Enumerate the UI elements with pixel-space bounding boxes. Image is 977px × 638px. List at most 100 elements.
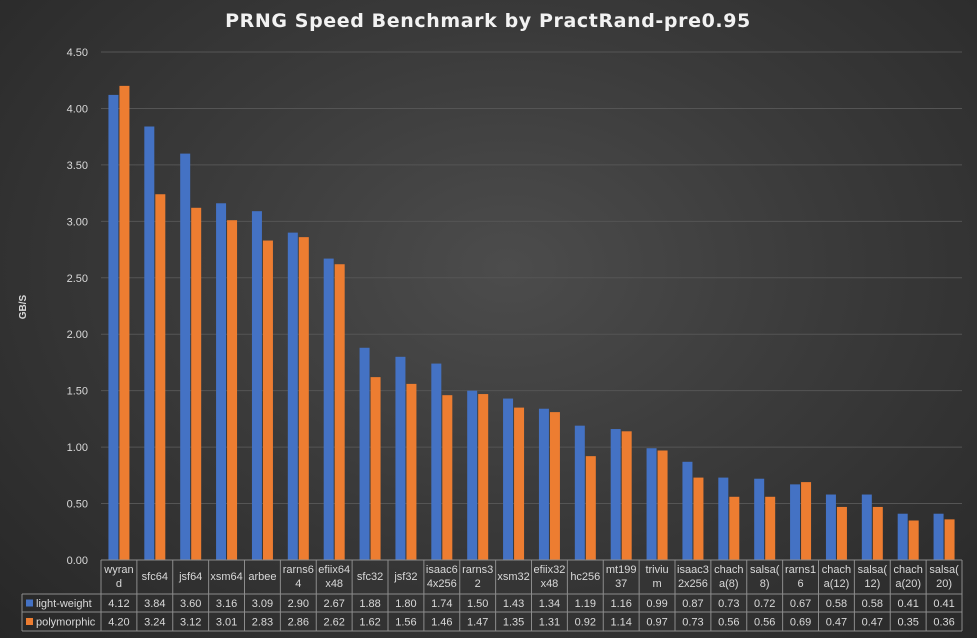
data-label-light-weight: 1.74: [431, 598, 452, 610]
data-label-light-weight: 1.88: [359, 598, 380, 610]
category-label: 2x256: [678, 578, 708, 590]
gridlines: [101, 51, 962, 505]
bar-polymorphic: [908, 520, 919, 560]
category-label: chach: [714, 564, 743, 576]
data-label-light-weight: 0.72: [754, 598, 775, 610]
y-tick-label: 4.00: [67, 103, 88, 115]
y-tick-label: 2.00: [67, 329, 88, 341]
y-tick-label: 0.00: [67, 555, 88, 567]
bar-light-weight: [180, 153, 191, 560]
data-label-light-weight: 1.19: [575, 598, 596, 610]
y-tick-label: 1.00: [67, 442, 88, 454]
bar-light-weight: [682, 461, 693, 560]
category-label: xsm32: [497, 571, 529, 583]
bar-light-weight: [574, 425, 585, 560]
legend-label: light-weight: [36, 598, 92, 610]
category-label: efiix32: [534, 564, 566, 576]
bar-light-weight: [323, 258, 334, 560]
category-label: x48: [325, 578, 343, 590]
data-label-polymorphic: 0.73: [682, 617, 703, 629]
data-label-polymorphic: 0.56: [718, 617, 739, 629]
category-label: efiix64: [318, 564, 350, 576]
bar-polymorphic: [406, 383, 417, 560]
category-label: 12): [864, 578, 880, 590]
category-label: 8): [760, 578, 770, 590]
category-label: sfc32: [357, 571, 383, 583]
category-label: arbee: [248, 571, 276, 583]
bar-light-weight: [467, 390, 478, 560]
bar-polymorphic: [119, 85, 130, 560]
legend-key-polymorphic: [26, 618, 33, 625]
bar-light-weight: [431, 363, 442, 560]
data-label-polymorphic: 0.36: [933, 617, 954, 629]
bar-polymorphic: [872, 506, 883, 560]
bar-polymorphic: [514, 407, 525, 560]
legend-key-light-weight: [26, 599, 33, 607]
bar-light-weight: [718, 477, 729, 560]
data-label-polymorphic: 1.56: [395, 617, 416, 629]
category-label: sfc64: [142, 571, 168, 583]
data-label-light-weight: 2.90: [288, 598, 309, 610]
data-label-polymorphic: 0.69: [790, 617, 811, 629]
data-label-light-weight: 0.58: [862, 598, 883, 610]
category-label: isaac3: [677, 564, 709, 576]
data-label-polymorphic: 1.46: [431, 617, 452, 629]
y-tick-label: 3.00: [67, 216, 88, 228]
y-axis-label: GB/S: [18, 294, 29, 319]
chart-title: PRNG Speed Benchmark by PractRand-pre0.9…: [225, 10, 751, 32]
data-label-polymorphic: 3.01: [216, 617, 237, 629]
bar-light-weight: [790, 484, 801, 560]
data-label-light-weight: 0.41: [897, 598, 918, 610]
y-tick-label: 4.50: [67, 47, 88, 59]
bar-light-weight: [108, 94, 119, 561]
data-label-light-weight: 0.99: [646, 598, 667, 610]
category-label: rarns1: [785, 564, 816, 576]
data-label-polymorphic: 1.62: [359, 617, 380, 629]
category-label: wyran: [103, 564, 133, 576]
bar-polymorphic: [693, 477, 704, 560]
bar-light-weight: [861, 494, 872, 560]
bar-polymorphic: [370, 377, 381, 560]
data-label-polymorphic: 1.14: [610, 617, 631, 629]
data-label-light-weight: 1.80: [395, 598, 416, 610]
category-label: 6: [798, 578, 804, 590]
category-label: a(8): [719, 578, 739, 590]
category-label: chach: [894, 564, 923, 576]
data-label-light-weight: 0.67: [790, 598, 811, 610]
bar-light-weight: [610, 429, 621, 560]
category-label: 4: [295, 578, 301, 590]
bar-light-weight: [754, 478, 765, 560]
bar-light-weight: [251, 211, 262, 560]
category-label: rarns6: [283, 564, 314, 576]
data-label-light-weight: 3.09: [252, 598, 273, 610]
data-label-light-weight: 2.67: [323, 598, 344, 610]
bar-light-weight: [395, 356, 406, 560]
data-label-polymorphic: 0.97: [646, 617, 667, 629]
data-label-light-weight: 0.87: [682, 598, 703, 610]
category-label: a(20): [895, 578, 921, 590]
category-label: 20): [936, 578, 952, 590]
bars: [108, 85, 955, 561]
category-label: isaac6: [426, 564, 458, 576]
y-tick-label: 3.50: [67, 160, 88, 172]
bar-polymorphic: [729, 496, 740, 560]
category-label: d: [116, 578, 122, 590]
bar-polymorphic: [191, 207, 202, 560]
data-label-light-weight: 4.12: [108, 598, 129, 610]
category-label: salsa(: [750, 564, 780, 576]
category-label: mt199: [606, 564, 637, 576]
y-tick-label: 1.50: [67, 386, 88, 398]
data-label-light-weight: 3.16: [216, 598, 237, 610]
y-tick-label: 2.50: [67, 273, 88, 285]
category-label: jsf32: [393, 571, 417, 583]
category-label: 4x256: [427, 578, 457, 590]
bar-light-weight: [216, 203, 227, 560]
bar-polymorphic: [334, 264, 345, 560]
category-label: rarns3: [462, 564, 493, 576]
bar-polymorphic: [765, 496, 776, 560]
bar-polymorphic: [227, 220, 238, 560]
bar-light-weight: [825, 494, 836, 560]
data-label-polymorphic: 0.92: [575, 617, 596, 629]
data-label-polymorphic: 0.56: [754, 617, 775, 629]
